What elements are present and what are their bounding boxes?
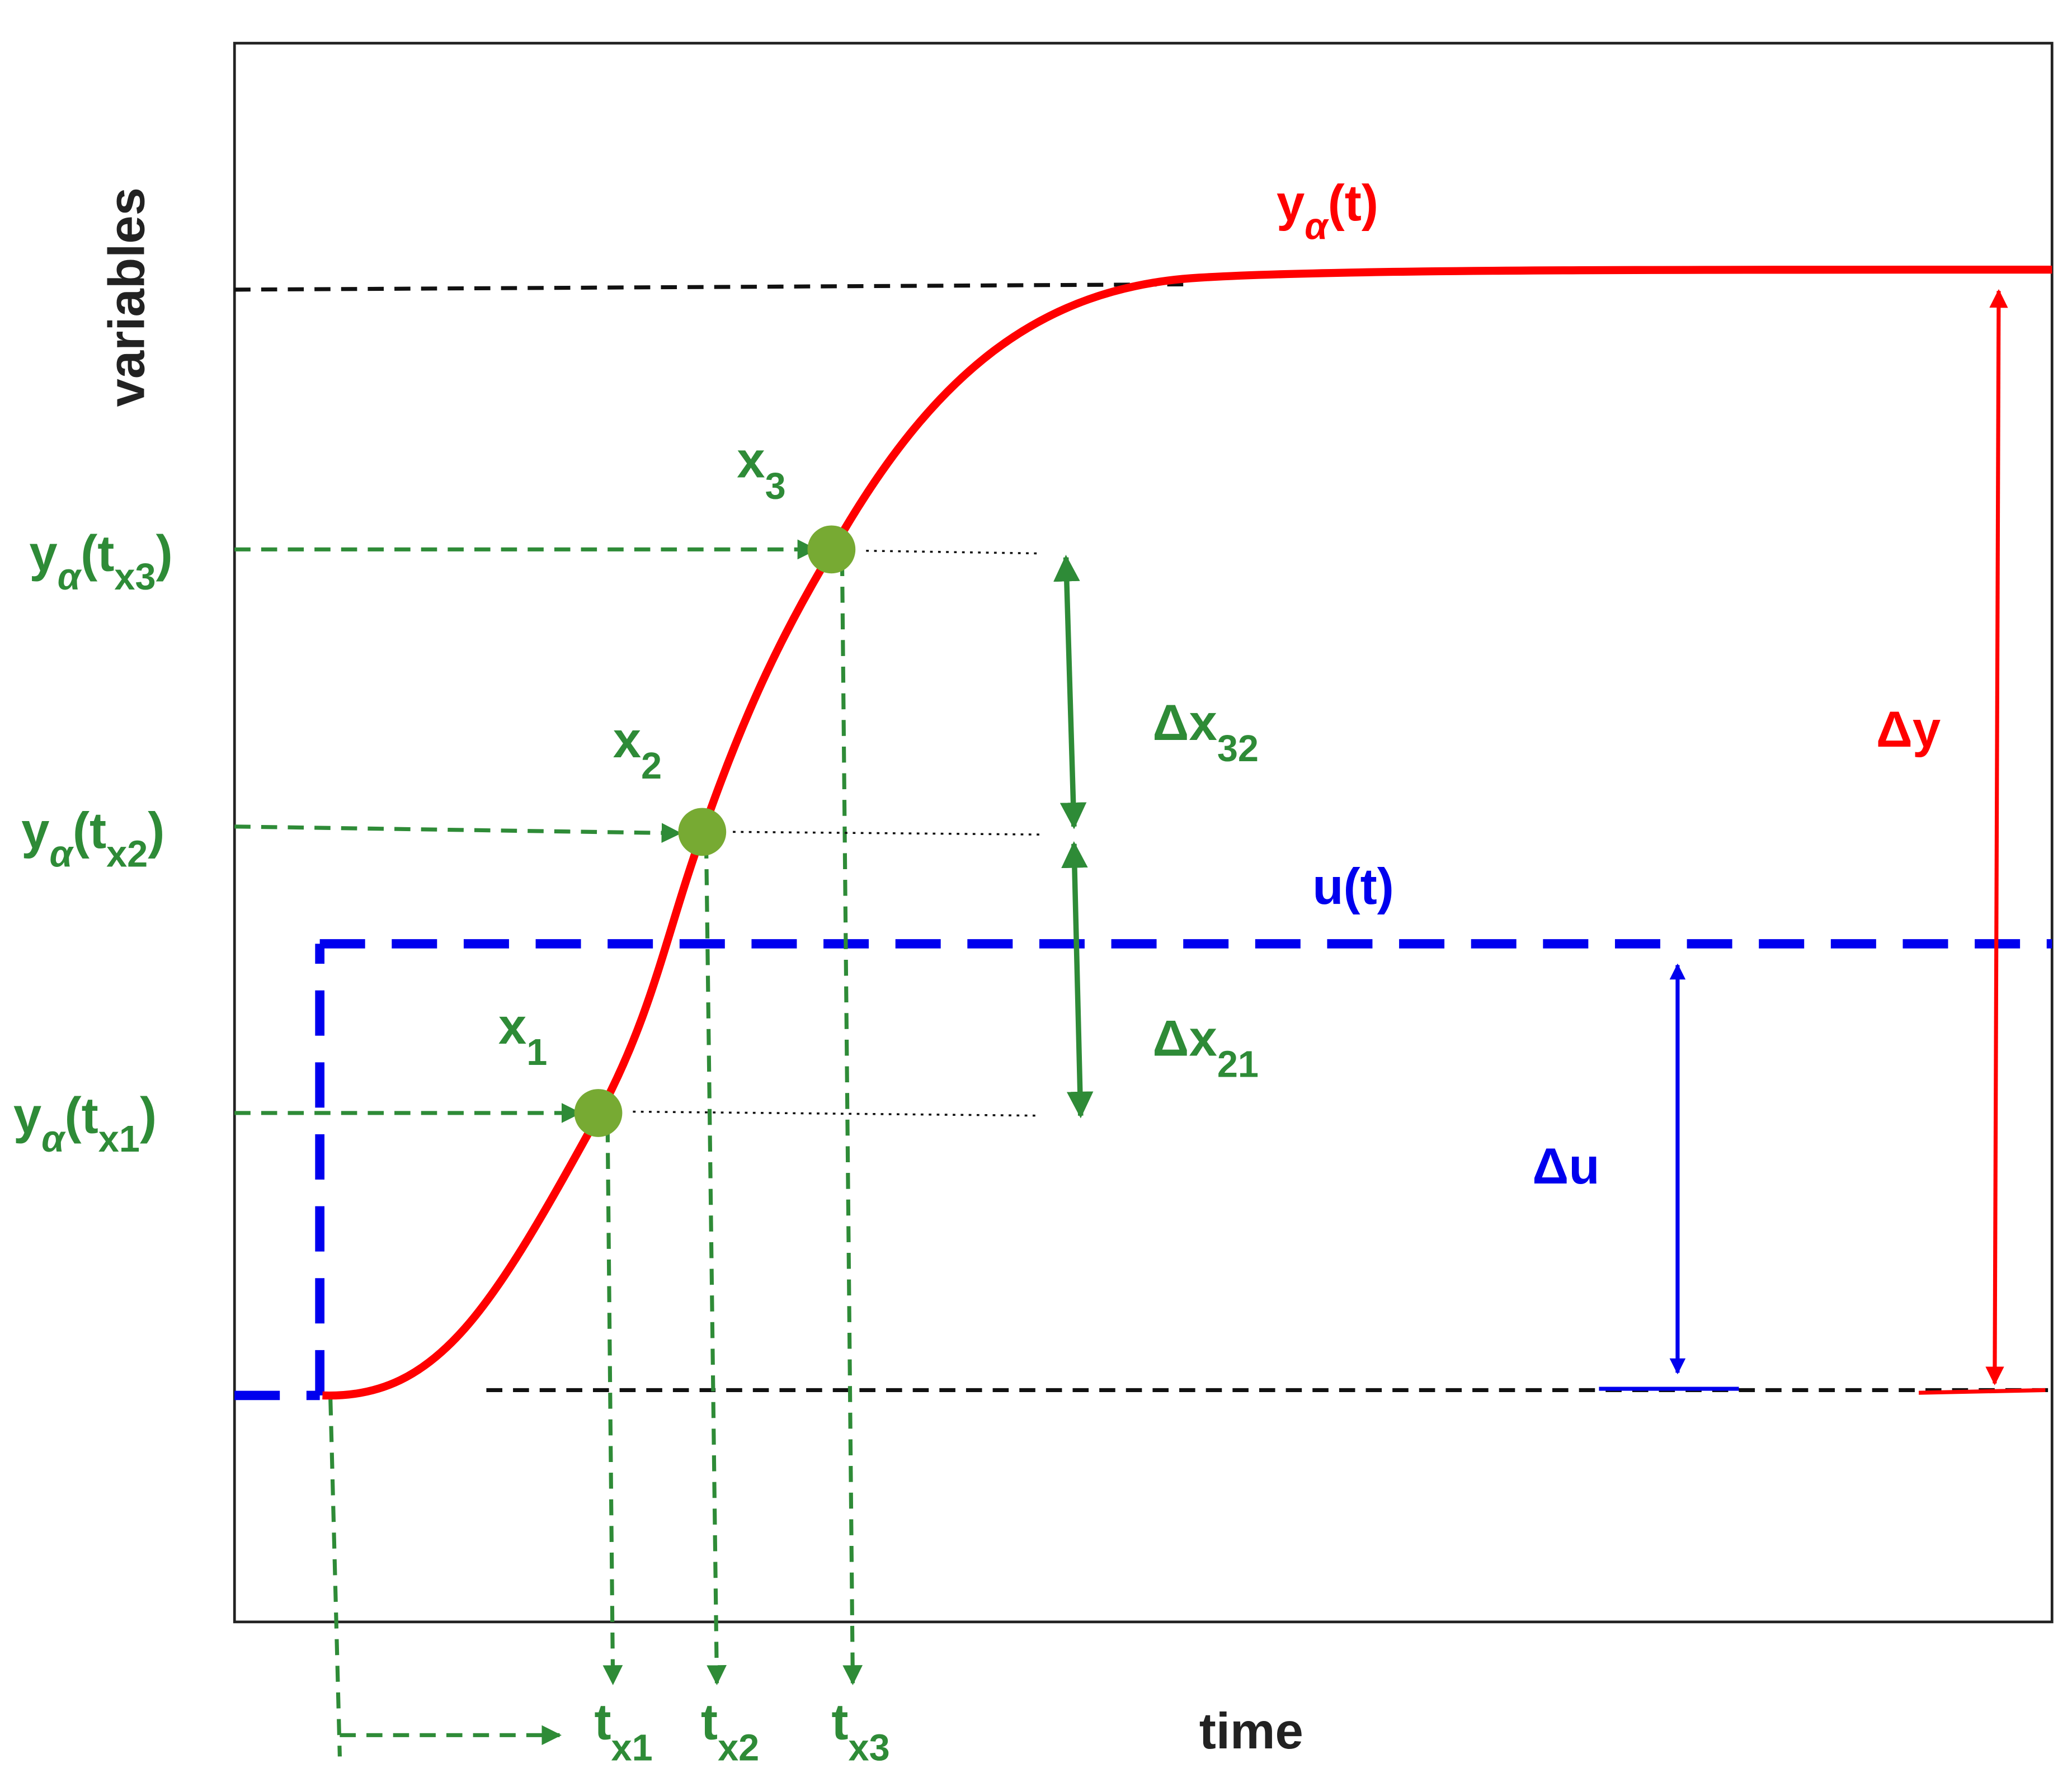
text-part: α bbox=[58, 557, 82, 598]
time-label: tx2 bbox=[701, 1694, 759, 1769]
text-part: Δx bbox=[1152, 1011, 1217, 1067]
difference-label: Δu bbox=[1532, 1138, 1599, 1195]
text-part: x2 bbox=[106, 833, 148, 875]
text-part: α bbox=[1305, 206, 1329, 247]
text-part: (t bbox=[73, 803, 106, 859]
text-part: t bbox=[594, 1694, 611, 1750]
level-label: yα(tx1) bbox=[13, 1088, 157, 1160]
difference-label: Δx21 bbox=[1152, 1011, 1259, 1086]
text-part: (t bbox=[65, 1088, 98, 1144]
text-part: 3 bbox=[765, 466, 786, 507]
points bbox=[574, 525, 856, 1137]
text-part: Δx bbox=[1152, 695, 1217, 751]
text-part: x2 bbox=[718, 1728, 759, 1769]
guide-arrows bbox=[234, 539, 863, 1757]
text-part: α bbox=[41, 1119, 66, 1160]
frame bbox=[233, 41, 2054, 1624]
level-label: yα(tx2) bbox=[21, 803, 164, 875]
text-part: x1 bbox=[611, 1728, 653, 1769]
output-change-arrow bbox=[1985, 289, 2008, 1385]
text-part: y bbox=[1277, 175, 1305, 232]
reference-lines bbox=[234, 282, 2052, 1392]
text-part: x bbox=[613, 712, 641, 768]
output-curve bbox=[322, 265, 2052, 1400]
text-part: t bbox=[701, 1694, 718, 1750]
difference-arrows bbox=[1053, 554, 1094, 1119]
text-part: 32 bbox=[1217, 728, 1259, 770]
difference-label: Δy bbox=[1876, 701, 1941, 758]
text-part: x bbox=[737, 432, 765, 489]
point-label: x3 bbox=[737, 432, 785, 507]
y-axis-label: variables bbox=[98, 187, 155, 407]
level-label: yα(tx3) bbox=[29, 525, 172, 597]
text-part: x bbox=[498, 998, 526, 1055]
text-part: y bbox=[13, 1088, 41, 1144]
output-label: yα(t) bbox=[1277, 175, 1378, 247]
text-part: 1 bbox=[526, 1032, 547, 1073]
text-part: x1 bbox=[98, 1119, 140, 1160]
text-part: 21 bbox=[1217, 1044, 1259, 1086]
text-part: ) bbox=[148, 803, 164, 859]
difference-label: Δx32 bbox=[1152, 695, 1259, 770]
text-part: (t bbox=[81, 525, 114, 582]
text-part: y bbox=[29, 525, 57, 582]
dotted-levels bbox=[633, 549, 1039, 1117]
text-part: (t) bbox=[1328, 175, 1378, 232]
point-label: x2 bbox=[613, 712, 662, 787]
text-part: t bbox=[831, 1694, 848, 1750]
x-axis-label: time bbox=[1199, 1703, 1303, 1760]
text-part: 2 bbox=[641, 746, 662, 787]
text-part: α bbox=[49, 833, 74, 875]
output-base bbox=[1918, 1388, 2046, 1395]
text-part: y bbox=[21, 803, 49, 859]
time-label: tx3 bbox=[831, 1694, 889, 1769]
text-part: ) bbox=[140, 1088, 157, 1144]
point-label: x1 bbox=[498, 998, 547, 1073]
text-part: x3 bbox=[849, 1728, 890, 1769]
time-label: tx1 bbox=[594, 1694, 652, 1769]
text-part: ) bbox=[156, 525, 173, 582]
input-step bbox=[234, 939, 2052, 1401]
input-label: u(t) bbox=[1312, 859, 1394, 915]
text-part: x3 bbox=[114, 557, 156, 598]
